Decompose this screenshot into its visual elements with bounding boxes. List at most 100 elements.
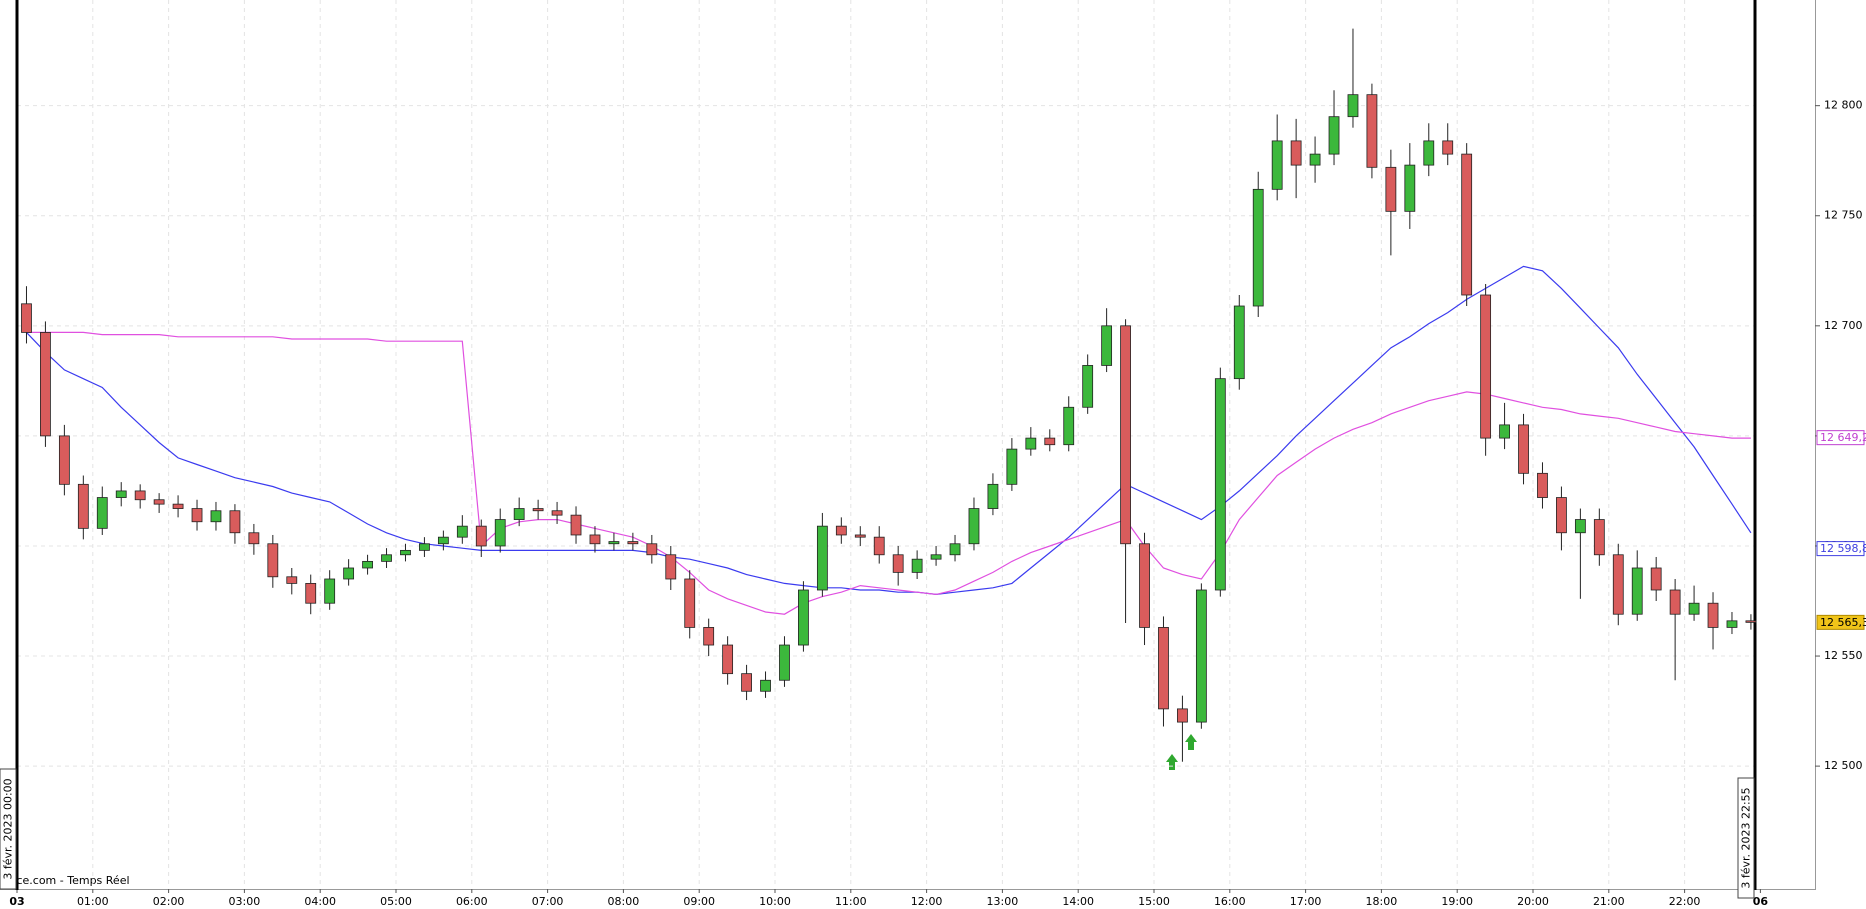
date-label: 3 févr. 2023 22:55 (1740, 787, 1753, 888)
candle-body (1290, 140, 1302, 166)
x-tick-label: 07:00 (532, 895, 564, 908)
candle-body (153, 499, 165, 505)
candle-body (608, 541, 620, 545)
x-tick-label: 02:00 (153, 895, 185, 908)
candle-body (854, 534, 866, 538)
last-value-label: 12 649,2 (1820, 431, 1866, 444)
candle-body (229, 510, 241, 534)
candle-body (40, 332, 51, 437)
x-tick-label: 10:00 (759, 895, 791, 908)
x-tick-label: 21:00 (1593, 895, 1625, 908)
candle-body (835, 525, 847, 536)
date-label-group: 3 févr. 2023 00:00 (0, 768, 17, 890)
candle-body (1233, 305, 1245, 380)
candle-body (1556, 497, 1567, 534)
candle-body (1252, 188, 1264, 307)
source: sace.com - Temps Réel (4, 874, 130, 887)
candle-body (1574, 519, 1586, 534)
y-tick-label: 12 500 (1824, 759, 1863, 772)
candle-body (798, 589, 809, 646)
candle-body (21, 303, 32, 333)
candle-body (1461, 153, 1473, 296)
candle-body (1101, 325, 1113, 366)
candle-body (210, 510, 222, 523)
candle-body (892, 554, 904, 573)
candle-body (684, 578, 696, 628)
candle-body (362, 560, 373, 569)
last-value-badge (1816, 541, 1865, 557)
candle-body (1499, 424, 1510, 439)
candle-body (1195, 589, 1207, 723)
candle-body (911, 558, 923, 573)
candle-body (930, 554, 942, 560)
candle-body (1631, 567, 1643, 615)
x-tick-label: 15:00 (1138, 895, 1170, 908)
candle-body (134, 490, 146, 501)
candle-body (1612, 554, 1624, 615)
candle-body (570, 514, 582, 536)
y-tick-label: 12 700 (1824, 319, 1863, 332)
x-tick-label: 04:00 (304, 895, 336, 908)
candle-body (1271, 140, 1283, 190)
date-label-box (0, 768, 17, 890)
candle-body (532, 508, 544, 512)
candle-body (1063, 406, 1075, 446)
candle-body (1006, 448, 1018, 485)
x-tick-label: 01:00 (77, 895, 109, 908)
candle-body (1347, 94, 1359, 118)
candle-body (1082, 365, 1094, 408)
candle-body (381, 554, 392, 562)
x-tick-label: 18:00 (1366, 895, 1398, 908)
x-tick-label: 06:00 (456, 895, 488, 908)
candle-body (741, 673, 752, 692)
x-tick-label: 19:00 (1441, 895, 1473, 908)
candle-body (987, 483, 999, 509)
candle-body (1669, 589, 1681, 615)
candle-body (343, 567, 355, 580)
candle-body (1688, 602, 1700, 615)
candle-body (1442, 140, 1454, 155)
candle-body (1745, 620, 1757, 623)
last-value-badge (1816, 614, 1865, 630)
x-tick-label: 11:00 (835, 895, 867, 908)
last-value-badge (1816, 430, 1865, 446)
candle-body (400, 549, 411, 556)
signal-arrow (1185, 734, 1197, 750)
candle-body (1158, 627, 1169, 710)
candle-body (703, 627, 715, 646)
candle-body (58, 435, 70, 485)
moving-average-line (26, 331, 1751, 615)
x-tick-label: 16:00 (1214, 895, 1246, 908)
candle-body (305, 582, 317, 604)
candle-body (1328, 116, 1340, 155)
candle-body (475, 525, 487, 547)
candle-body (816, 525, 828, 591)
candle-body (494, 519, 506, 547)
plot-layer (17, 0, 1755, 885)
candle-body (760, 679, 771, 692)
x-tick-label: 03:00 (229, 895, 261, 908)
x-tick-label: 14:00 (1062, 895, 1094, 908)
candle-body (1025, 437, 1037, 450)
moving-average-line (26, 265, 1752, 596)
candle-body (665, 554, 677, 580)
candle-body (324, 578, 336, 604)
x-tick-label: 03 (9, 895, 24, 908)
x-tick-label: 08:00 (608, 895, 640, 908)
candle-body (1518, 424, 1529, 474)
candle-body (1214, 378, 1226, 591)
candle-body (646, 543, 658, 556)
candle-body (1650, 567, 1662, 591)
candle-body (949, 543, 961, 556)
x-tick-label: 13:00 (987, 895, 1019, 908)
y-tick-label: 12 550 (1824, 649, 1863, 662)
candle-body (551, 510, 563, 516)
candle-body (779, 644, 790, 681)
axis-border (0, 889, 1816, 890)
signal-arrow (1166, 754, 1178, 770)
date-label-box (1737, 777, 1755, 899)
candle-body (286, 576, 298, 584)
y-tick-label: 12 800 (1824, 99, 1863, 112)
candle-body (437, 536, 449, 545)
